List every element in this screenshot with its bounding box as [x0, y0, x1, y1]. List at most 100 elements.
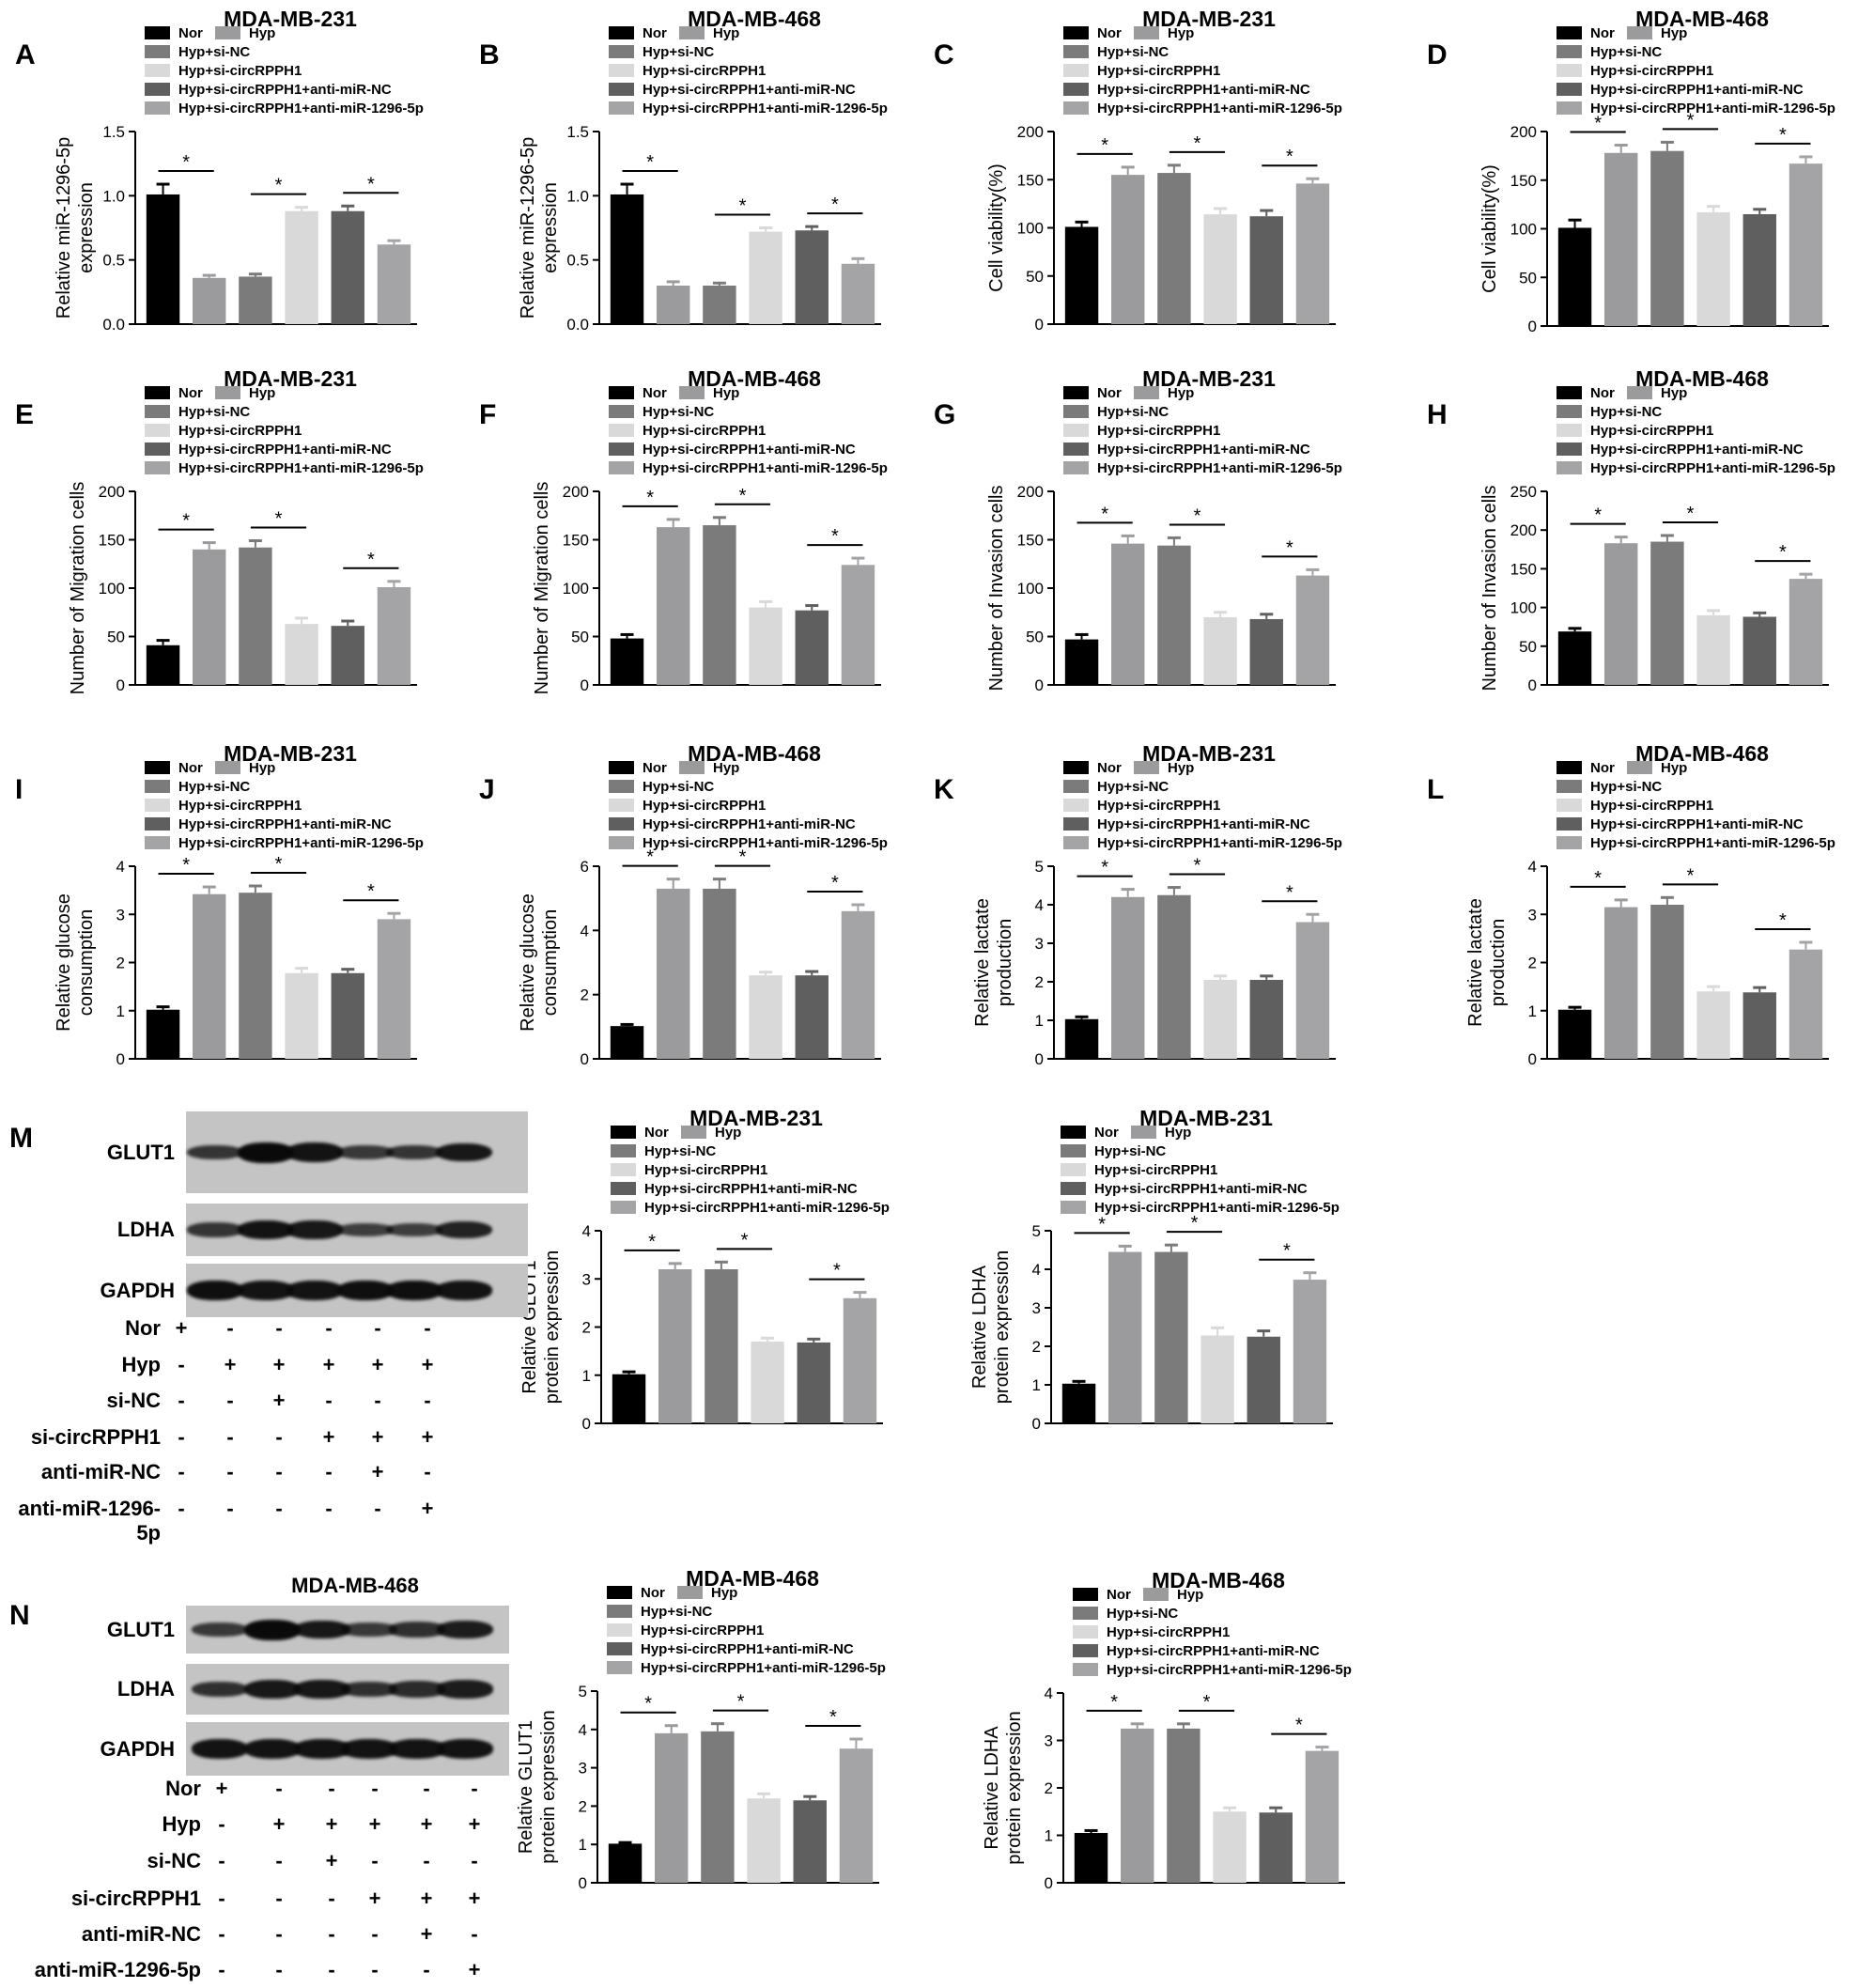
y-tick-label: 150: [99, 532, 125, 550]
legend-label: Nor: [178, 760, 203, 776]
plus-mark: +: [421, 1425, 434, 1449]
bar: [841, 565, 875, 685]
panel-letter: F: [479, 399, 496, 430]
significance-star: *: [1194, 133, 1201, 154]
bar: [1259, 1812, 1293, 1883]
bar: [1295, 922, 1330, 1059]
y-axis-label: production: [1488, 919, 1509, 1006]
legend-swatch: [609, 461, 634, 474]
bar: [146, 645, 180, 685]
y-tick-label: 3: [579, 1760, 587, 1778]
protein-band: [386, 1144, 442, 1160]
plus-mark: +: [468, 1812, 481, 1836]
y-tick-label: 5: [579, 1683, 587, 1701]
legend-swatch: [1627, 26, 1652, 39]
bar: [1742, 213, 1776, 326]
plus-mark: +: [468, 1887, 481, 1910]
y-axis-label: protein expression: [542, 1250, 563, 1404]
minus-mark: -: [325, 1497, 333, 1520]
legend-swatch: [677, 1586, 703, 1599]
legend-swatch: [145, 64, 170, 77]
legend-label: Hyp+si-circRPPH1+anti-miR-1296-5p: [1590, 460, 1835, 476]
legend-swatch: [1063, 405, 1089, 418]
protein-band: [341, 1623, 397, 1637]
protein-band: [244, 1680, 301, 1699]
bar: [193, 277, 226, 324]
blot-strip-glut1: [186, 1111, 528, 1193]
legend-label: Nor: [644, 1125, 669, 1141]
minus-mark: -: [325, 1389, 333, 1412]
legend-label: Hyp: [249, 385, 275, 401]
significance-star: *: [1286, 147, 1293, 167]
bar: [1200, 1335, 1234, 1423]
legend-label: Hyp+si-circRPPH1: [644, 1162, 767, 1178]
plus-mark: +: [272, 1389, 286, 1412]
significance-star: *: [367, 174, 375, 194]
legend-label: Nor: [1590, 385, 1615, 401]
plus-mark: +: [224, 1353, 237, 1376]
legend-label: Hyp+si-circRPPH1: [1107, 1624, 1230, 1640]
bar: [1111, 175, 1145, 324]
chart-title: MDA-MB-468: [1635, 7, 1769, 31]
legend-swatch: [145, 461, 170, 474]
legend-swatch: [1134, 26, 1159, 39]
legend-swatch: [1627, 386, 1652, 399]
condition-label: si-circRPPH1: [30, 1425, 161, 1449]
significance-star: *: [829, 1707, 837, 1728]
bar: [749, 975, 782, 1059]
legend-swatch: [1557, 836, 1582, 849]
plus-mark: +: [322, 1353, 335, 1376]
chart-I: MDA-MB-231 I Nor Hyp Hyp+si-NC Hyp+si-circRPP…: [15, 741, 424, 1068]
bar: [1696, 991, 1730, 1059]
y-tick-label: 2: [116, 955, 125, 972]
legend-label: Hyp+si-circRPPH1+anti-miR-1296-5p: [641, 1660, 886, 1676]
minus-mark: -: [471, 1849, 478, 1872]
legend-swatch: [1557, 26, 1582, 39]
significance-star: *: [1110, 1692, 1118, 1713]
y-tick-label: 100: [99, 580, 125, 598]
y-axis-label: Relative lactate: [1465, 898, 1486, 1027]
legend-label: Nor: [643, 25, 667, 41]
legend-label: Hyp+si-circRPPH1+anti-miR-1296-5p: [1097, 101, 1342, 116]
minus-mark: -: [371, 1958, 379, 1981]
plus-mark: +: [322, 1425, 335, 1449]
bar: [146, 194, 180, 324]
y-tick-label: 3: [1032, 1299, 1041, 1317]
y-tick-label: 2: [582, 1319, 591, 1337]
legend-swatch: [1557, 461, 1582, 474]
legend-label: Hyp: [1168, 760, 1194, 776]
legend-swatch: [609, 761, 634, 774]
legend-label: Hyp+si-NC: [643, 779, 714, 795]
bar: [1157, 173, 1191, 324]
significance-star: *: [1283, 1241, 1291, 1262]
bar: [610, 1026, 644, 1059]
legend-swatch: [145, 45, 170, 58]
bar: [239, 547, 272, 685]
plus-mark: +: [421, 1497, 434, 1520]
legend-label: Hyp: [1168, 385, 1194, 401]
legend-swatch: [679, 761, 705, 774]
bar: [843, 1297, 877, 1423]
significance-star: *: [831, 526, 839, 547]
bar: [331, 626, 364, 685]
y-tick-label: 0: [579, 1874, 587, 1892]
legend-label: Hyp: [713, 385, 739, 401]
bar: [1064, 1018, 1099, 1059]
legend-label: Hyp: [249, 25, 275, 41]
bar: [1650, 905, 1684, 1059]
legend-swatch: [1061, 1144, 1086, 1157]
significance-star: *: [275, 854, 283, 875]
y-tick-label: 1: [1528, 1002, 1537, 1020]
y-tick-label: 2: [1045, 1779, 1053, 1797]
y-axis-label: Cell viability(%): [986, 163, 1007, 292]
minus-mark: -: [371, 1777, 379, 1800]
bar: [1249, 216, 1283, 324]
minus-mark: -: [424, 1460, 431, 1483]
y-tick-label: 1: [116, 1002, 125, 1020]
plus-mark: +: [421, 1353, 434, 1376]
bar: [1789, 579, 1823, 685]
legend-label: Hyp+si-circRPPH1+anti-miR-NC: [1097, 816, 1310, 832]
y-tick-label: 1: [582, 1367, 591, 1385]
significance-star: *: [1286, 882, 1293, 903]
